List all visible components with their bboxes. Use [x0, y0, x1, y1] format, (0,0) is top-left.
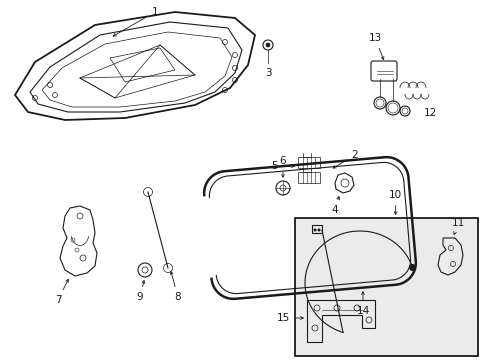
Text: 4: 4 — [331, 197, 339, 215]
Circle shape — [317, 229, 320, 231]
Text: 8: 8 — [170, 271, 181, 302]
Bar — [294, 218, 477, 356]
Text: 10: 10 — [388, 190, 402, 214]
Text: 14: 14 — [356, 292, 369, 316]
Bar — [311, 225, 321, 233]
Circle shape — [265, 43, 269, 47]
Bar — [297, 157, 319, 167]
Text: 2: 2 — [332, 150, 358, 168]
Text: 12: 12 — [423, 108, 436, 118]
Text: 9: 9 — [137, 280, 144, 302]
Text: 3: 3 — [264, 68, 271, 78]
Text: 6: 6 — [279, 156, 286, 177]
Bar — [297, 171, 319, 183]
Text: 7: 7 — [55, 279, 68, 305]
Text: 1: 1 — [113, 7, 158, 36]
Circle shape — [313, 229, 316, 231]
Text: 13: 13 — [367, 33, 383, 59]
Text: 5: 5 — [271, 161, 294, 171]
Text: 15: 15 — [276, 313, 303, 323]
Text: 11: 11 — [450, 218, 464, 234]
